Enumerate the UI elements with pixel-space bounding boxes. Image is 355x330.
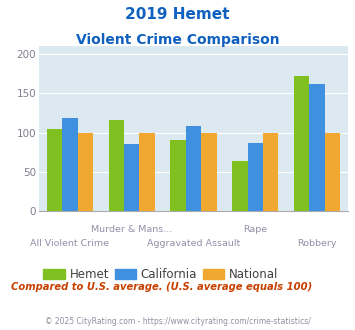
- Text: 2019 Hemet: 2019 Hemet: [125, 7, 230, 21]
- Text: All Violent Crime: All Violent Crime: [31, 239, 109, 248]
- Text: Violent Crime Comparison: Violent Crime Comparison: [76, 33, 279, 47]
- Text: Murder & Mans...: Murder & Mans...: [91, 225, 172, 234]
- Bar: [247, 143, 263, 211]
- Bar: [140, 133, 155, 211]
- Bar: [109, 120, 124, 211]
- Legend: Hemet, California, National: Hemet, California, National: [39, 263, 283, 286]
- Text: Aggravated Assault: Aggravated Assault: [147, 239, 240, 248]
- Text: Rape: Rape: [243, 225, 267, 234]
- Bar: [325, 133, 340, 211]
- Bar: [170, 140, 186, 211]
- Text: © 2025 CityRating.com - https://www.cityrating.com/crime-statistics/: © 2025 CityRating.com - https://www.city…: [45, 317, 310, 326]
- Bar: [62, 118, 78, 211]
- Bar: [124, 144, 140, 211]
- Bar: [294, 76, 309, 211]
- Text: Compared to U.S. average. (U.S. average equals 100): Compared to U.S. average. (U.S. average …: [11, 282, 312, 292]
- Bar: [47, 129, 62, 211]
- Bar: [232, 161, 247, 211]
- Bar: [78, 133, 93, 211]
- Bar: [263, 133, 278, 211]
- Bar: [201, 133, 217, 211]
- Bar: [186, 126, 201, 211]
- Bar: [309, 84, 325, 211]
- Text: Robbery: Robbery: [297, 239, 337, 248]
